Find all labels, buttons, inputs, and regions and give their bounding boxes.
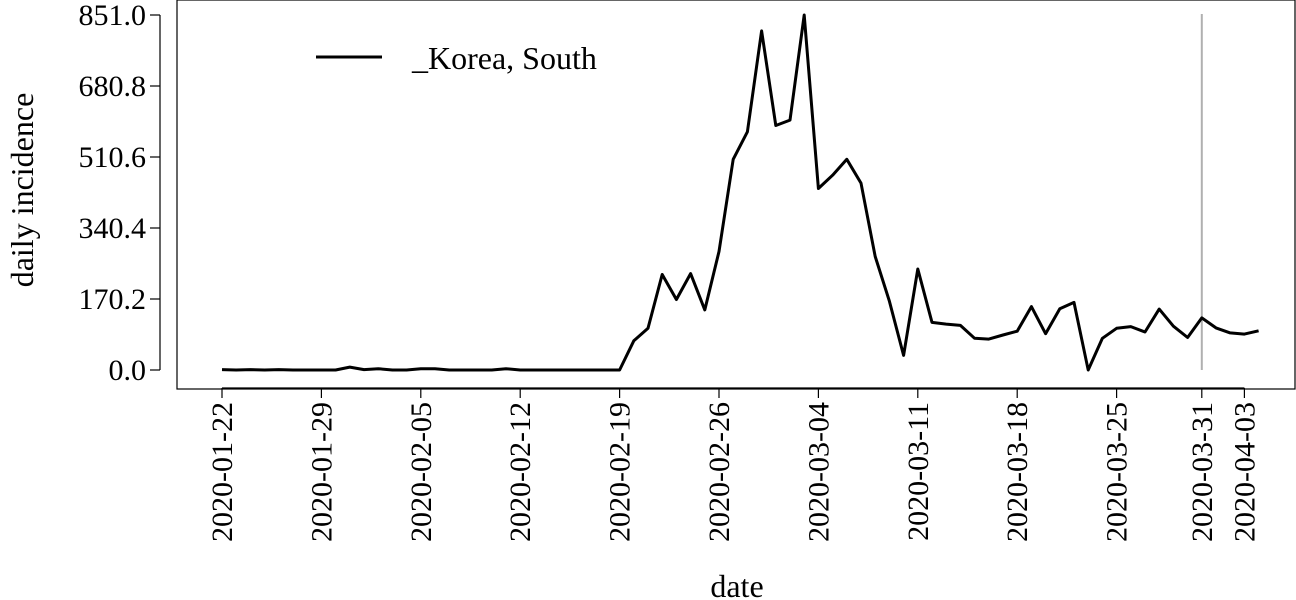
legend: _Korea, South bbox=[316, 40, 597, 76]
series-line-korea-south bbox=[221, 13, 1259, 372]
y-tick-label: 510.6 bbox=[79, 141, 147, 174]
x-tick-label: 2020-03-31 bbox=[1186, 402, 1219, 542]
x-tick-label: 2020-02-12 bbox=[504, 402, 537, 542]
y-tick-label: 680.8 bbox=[79, 70, 147, 103]
x-tick-label: 2020-02-19 bbox=[604, 402, 637, 542]
y-ticks: 0.0 170.2 340.4 510.6 680.8 851.0 bbox=[79, 0, 160, 387]
y-tick-label: 851.0 bbox=[79, 0, 147, 32]
x-tick-label: 2020-01-22 bbox=[206, 402, 239, 542]
y-axis-title: daily incidence bbox=[4, 93, 40, 288]
x-tick-label: 2020-03-04 bbox=[802, 402, 835, 542]
x-ticks: 2020-01-22 2020-01-29 2020-02-05 2020-02-12… bbox=[206, 388, 1261, 542]
series-group bbox=[221, 13, 1259, 372]
x-tick-label: 2020-03-11 bbox=[902, 402, 935, 541]
y-tick-label: 0.0 bbox=[109, 354, 147, 387]
x-tick-label: 2020-04-03 bbox=[1228, 402, 1261, 542]
x-tick-label: 2020-03-25 bbox=[1101, 402, 1134, 542]
x-tick-label: 2020-03-18 bbox=[1001, 402, 1034, 542]
x-tick-label: 2020-01-29 bbox=[305, 402, 338, 542]
y-tick-label: 340.4 bbox=[79, 212, 147, 245]
x-tick-label: 2020-02-26 bbox=[703, 402, 736, 542]
x-tick-label: 2020-02-05 bbox=[405, 402, 438, 542]
plot-frame bbox=[176, 0, 1296, 390]
y-tick-label: 170.2 bbox=[79, 283, 147, 316]
x-axis-title: date bbox=[710, 568, 763, 600]
legend-label: _Korea, South bbox=[411, 40, 597, 76]
